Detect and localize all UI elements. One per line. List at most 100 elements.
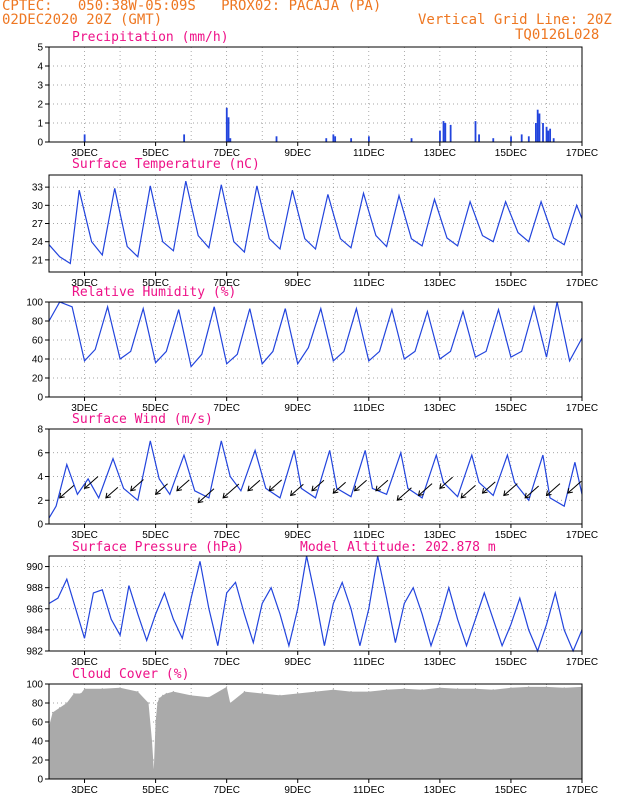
wind-arrowhead — [460, 492, 467, 499]
wind-arrowhead — [375, 485, 382, 492]
x-tick-label: 5DEC — [142, 530, 169, 541]
x-tick-label: 13DEC — [424, 148, 456, 159]
wind-arrow — [176, 479, 190, 492]
x-tick-label: 9DEC — [284, 278, 311, 289]
x-tick-label: 17DEC — [566, 148, 598, 159]
x-tick-label: 15DEC — [495, 148, 527, 159]
chart-header: CPTEC: 050:38W-05:09S PROX02: PACAJA (PA… — [0, 0, 618, 45]
cloud-point — [421, 689, 423, 691]
cloud-point — [457, 688, 459, 690]
y-tick-label: 60 — [32, 718, 44, 729]
cloud-title: Cloud Cover (%) — [72, 667, 189, 682]
x-tick-label: 11DEC — [353, 148, 385, 159]
precip-bar — [325, 138, 328, 142]
precip-panel: 0 1 2 3 4 5 3DEC 5DEC 7DEC 9DEC 11DEC 13DEC 15DEC 17D… — [37, 30, 598, 159]
wind-arrow — [439, 476, 453, 489]
wind-arrow — [268, 479, 283, 492]
wind-arrow — [311, 479, 325, 492]
cloud-panel: 0 20 40 60 80 100 3DEC 5DEC 7DEC 9DEC 11DEC 13DEC 15… — [26, 667, 598, 796]
precip-bar — [444, 123, 447, 142]
cloud-point — [229, 702, 231, 704]
y-tick-label: 5 — [37, 43, 43, 54]
cloud-point — [153, 768, 155, 771]
x-tick-label: 5DEC — [142, 148, 169, 159]
wind-arrow — [503, 483, 518, 496]
wind-arrowhead — [289, 490, 296, 497]
y-tick-label: 984 — [26, 625, 43, 636]
header-location: CPTEC: 050:38W-05:09S PROX02: PACAJA (PA… — [2, 0, 382, 14]
y-tick-label: 0 — [37, 520, 43, 531]
precip-bar — [549, 128, 552, 142]
cloud-point — [439, 687, 441, 689]
wind-arrow — [524, 485, 539, 499]
x-tick-label: 11DEC — [353, 657, 385, 668]
x-tick-label: 11DEC — [353, 785, 385, 796]
wind-arrowhead — [154, 489, 161, 495]
x-tick-label: 7DEC — [213, 657, 240, 668]
cloud-point — [545, 686, 548, 688]
cloud-point — [83, 688, 86, 690]
precip-bar — [547, 130, 550, 142]
x-tick-label: 3DEC — [71, 657, 98, 668]
x-tick-label: 13DEC — [424, 403, 456, 414]
cloud-point — [563, 687, 565, 689]
x-tick-label: 15DEC — [495, 530, 527, 541]
y-tick-label: 24 — [32, 237, 44, 248]
wind-arrow — [105, 486, 119, 499]
x-tick-label: 13DEC — [424, 278, 456, 289]
cloud-point — [226, 686, 228, 688]
y-tick-label: 1 — [37, 119, 43, 130]
y-tick-label: 988 — [26, 583, 43, 594]
cloud-point — [261, 692, 263, 695]
precip-bar — [449, 124, 452, 142]
cloud-point — [403, 688, 405, 690]
x-tick-label: 17DEC — [566, 278, 598, 289]
precip-bar — [492, 138, 495, 142]
wind-arrow — [222, 483, 240, 499]
x-tick-label: 7DEC — [213, 785, 240, 796]
precip-title: Precipitation (mm/h) — [72, 30, 229, 45]
x-tick-label: 7DEC — [213, 148, 240, 159]
y-tick-label: 4 — [37, 472, 43, 483]
cloud-point — [528, 686, 530, 688]
y-tick-label: 0 — [37, 775, 43, 786]
wind-arrowhead — [268, 485, 275, 492]
wind-arrow — [396, 487, 412, 501]
y-tick-label: 21 — [32, 255, 44, 266]
cloud-point — [119, 687, 121, 689]
wind-arrowhead — [176, 485, 183, 492]
cloud-point — [190, 694, 192, 697]
wind-arrowhead — [545, 490, 552, 497]
x-tick-label: 15DEC — [495, 403, 527, 414]
precip-bar — [410, 138, 413, 142]
wind-arrowhead — [481, 488, 488, 494]
y-tick-label: 2 — [37, 100, 43, 111]
wind-arrow — [130, 479, 144, 492]
wind-arrow — [375, 479, 389, 492]
x-tick-label: 17DEC — [566, 657, 598, 668]
cloud-point — [155, 721, 157, 723]
x-tick-label: 5DEC — [142, 785, 169, 796]
x-tick-label: 15DEC — [495, 278, 527, 289]
cloud-point — [492, 689, 494, 691]
cloud-point — [162, 694, 164, 697]
temp-panel: 21 24 27 30 33 3DEC 5DEC 7DEC 9DEC 11DEC 13DEC 15DE… — [32, 157, 598, 289]
wind-arrowhead — [83, 483, 90, 490]
wind-arrow — [155, 483, 168, 495]
cloud-point — [297, 692, 299, 695]
x-tick-label: 9DEC — [284, 530, 311, 541]
x-tick-label: 7DEC — [213, 278, 240, 289]
x-tick-label: 9DEC — [284, 657, 311, 668]
x-tick-label: 7DEC — [213, 403, 240, 414]
y-tick-label: 27 — [32, 219, 44, 230]
cloud-point — [165, 692, 167, 695]
x-tick-label: 9DEC — [284, 785, 311, 796]
x-tick-label: 3DEC — [71, 785, 98, 796]
y-tick-label: 40 — [32, 355, 44, 366]
x-tick-label: 11DEC — [353, 403, 385, 414]
precip-bar — [545, 126, 548, 142]
y-tick-label: 4 — [37, 62, 43, 73]
wind-series-line — [48, 440, 583, 519]
y-tick-label: 30 — [32, 201, 44, 212]
precip-bar — [183, 134, 186, 142]
